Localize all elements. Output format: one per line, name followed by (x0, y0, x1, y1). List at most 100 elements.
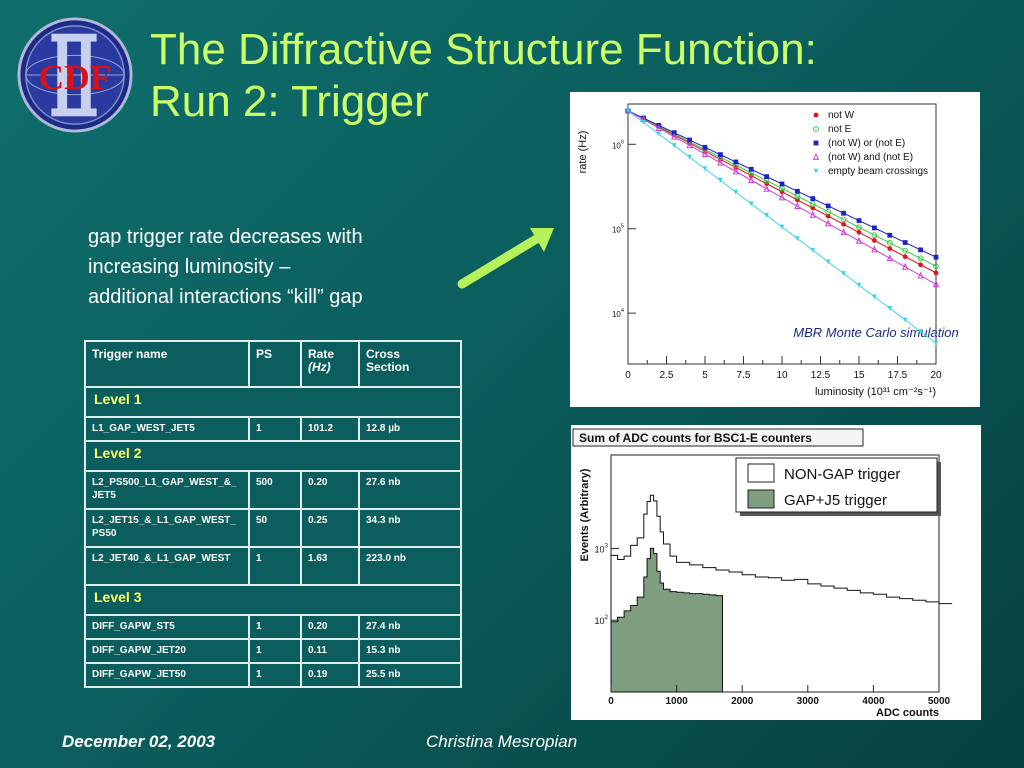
x-tick-label: 10 (776, 370, 788, 381)
legend-entry: NON-GAP trigger (784, 466, 900, 483)
data-point (656, 131, 662, 137)
data-point (933, 263, 939, 270)
table-level-row: Level 3 (84, 584, 462, 616)
tick-exponent: 4 (621, 308, 624, 314)
data-point (812, 152, 820, 160)
x-tick-label: 7.5 (737, 370, 751, 381)
data-point (841, 210, 846, 216)
cell-rate: 0.25 (300, 508, 360, 548)
tick-base: 10 (594, 616, 604, 626)
data-point (887, 232, 893, 238)
title-line-1: The Diffractive Structure Function: (150, 25, 817, 74)
table-level-row: Level 1 (84, 386, 462, 418)
data-point (902, 247, 909, 254)
data-point (813, 112, 819, 118)
cell-ps: 1 (248, 416, 302, 442)
footer-date: December 02, 2003 (62, 732, 216, 751)
data-point (718, 178, 723, 183)
data-point (825, 259, 831, 265)
cell-ps: 1 (248, 546, 302, 586)
cell-trigger-name: L1_GAP_WEST_JET5 (84, 416, 250, 442)
data-point (918, 329, 923, 335)
cell-trigger-name: L2_JET40_&_L1_GAP_WEST (84, 546, 250, 586)
adc-chart: Sum of ADC counts for BSC1-E counters 0 10… (572, 428, 953, 719)
data-point (702, 166, 708, 172)
data-point (733, 159, 739, 165)
table-row: L2_PS500_L1_GAP_WEST_&_JET5 500 0.20 27.6 n… (84, 470, 462, 510)
table-row: L2_JET40_&_L1_GAP_WEST 1 1.63 223.0 nb (84, 546, 462, 586)
table-row: L2_JET15_&_L1_GAP_WEST_PS50 50 0.25 34.3 nb (84, 508, 462, 548)
y-axis-label: Events (Arbitrary) (579, 468, 591, 561)
data-point (871, 245, 878, 253)
data-point (809, 210, 816, 218)
title-line-2: Run 2: Trigger (150, 77, 429, 126)
data-point (825, 213, 831, 219)
data-point (872, 225, 877, 231)
data-point (778, 193, 786, 201)
x-tick-label: 2000 (731, 696, 754, 707)
legend-swatch-gap (747, 489, 775, 509)
y-tick-label: 102 (594, 614, 608, 626)
x-tick-label: 3000 (797, 696, 820, 707)
data-point (856, 282, 862, 288)
cell-trigger-name: L2_JET15_&_L1_GAP_WEST_PS50 (84, 508, 250, 548)
cell-cross-section: 25.5 nb (358, 662, 462, 688)
cell-rate: 101.2 (300, 416, 360, 442)
series-line (627, 110, 937, 267)
x-tick-label: 2.5 (660, 370, 674, 381)
slide-title: The Diffractive Structure Function: Run … (150, 24, 1020, 128)
tick-exponent: 6 (621, 139, 624, 145)
tick-base: 10 (612, 310, 621, 319)
header-rate: Rate (Hz) (300, 340, 360, 388)
data-point (687, 137, 692, 143)
data-point (809, 201, 816, 207)
x-tick-label: 12.5 (811, 370, 831, 381)
non-gap-histogram (610, 494, 953, 692)
data-point (855, 236, 863, 244)
data-point (840, 228, 847, 236)
table-header-row: Trigger name PS Rate (Hz) Cross Section (84, 340, 462, 388)
table-level-row: Level 2 (84, 440, 462, 472)
data-point (733, 189, 739, 195)
data-point (779, 181, 785, 187)
header-trigger-name: Trigger name (84, 340, 250, 388)
footer-author: Christina Mesropian (426, 732, 578, 751)
bullet-text: gap trigger rate decreases with increasi… (88, 222, 458, 312)
y-tick-label: 105 (612, 224, 624, 235)
y-tick-label: 103 (594, 542, 608, 554)
table-row: L1_GAP_WEST_JET5 1 101.2 12.8 µb (84, 416, 462, 442)
cell-rate: 1.63 (300, 546, 360, 586)
data-point (933, 270, 939, 276)
cell-trigger-name: DIFF_GAPW_ST5 (84, 614, 250, 640)
level-label: Level 2 (84, 440, 462, 472)
cell-cross-section: 27.6 nb (358, 470, 462, 510)
data-point (856, 229, 862, 235)
data-point (933, 340, 939, 346)
x-axis-label: ADC counts (876, 707, 939, 719)
trigger-table-body: Level 1 L1_GAP_WEST_JET5 1 101.2 12.8 µb Leve… (84, 386, 462, 688)
data-point (918, 247, 923, 253)
x-tick-label: 20 (930, 370, 942, 381)
data-point (701, 149, 709, 157)
trigger-table: Trigger name PS Rate (Hz) Cross Section Le… (84, 340, 462, 688)
series-line (627, 110, 937, 285)
cell-rate: 0.20 (300, 614, 360, 640)
data-point (917, 255, 924, 262)
series--not-w-or-not-e- (625, 108, 939, 260)
cell-ps: 1 (248, 638, 302, 664)
data-point (763, 184, 770, 192)
header-cross-section: Cross Section (358, 340, 462, 388)
table-row: DIFF_GAPW_JET20 1 0.11 15.3 nb (84, 638, 462, 664)
data-point (872, 294, 877, 300)
legend-entry: empty beam crossings (828, 166, 928, 177)
data-point (841, 271, 846, 276)
data-point (932, 280, 940, 288)
y-tick-label: 106 (612, 139, 624, 150)
data-point (718, 152, 723, 158)
data-point (794, 193, 801, 200)
data-point (717, 158, 724, 166)
x-tick-label: 0 (625, 370, 631, 381)
bullet-line-1: gap trigger rate decreases with (88, 226, 363, 248)
cell-cross-section: 223.0 nb (358, 546, 462, 586)
